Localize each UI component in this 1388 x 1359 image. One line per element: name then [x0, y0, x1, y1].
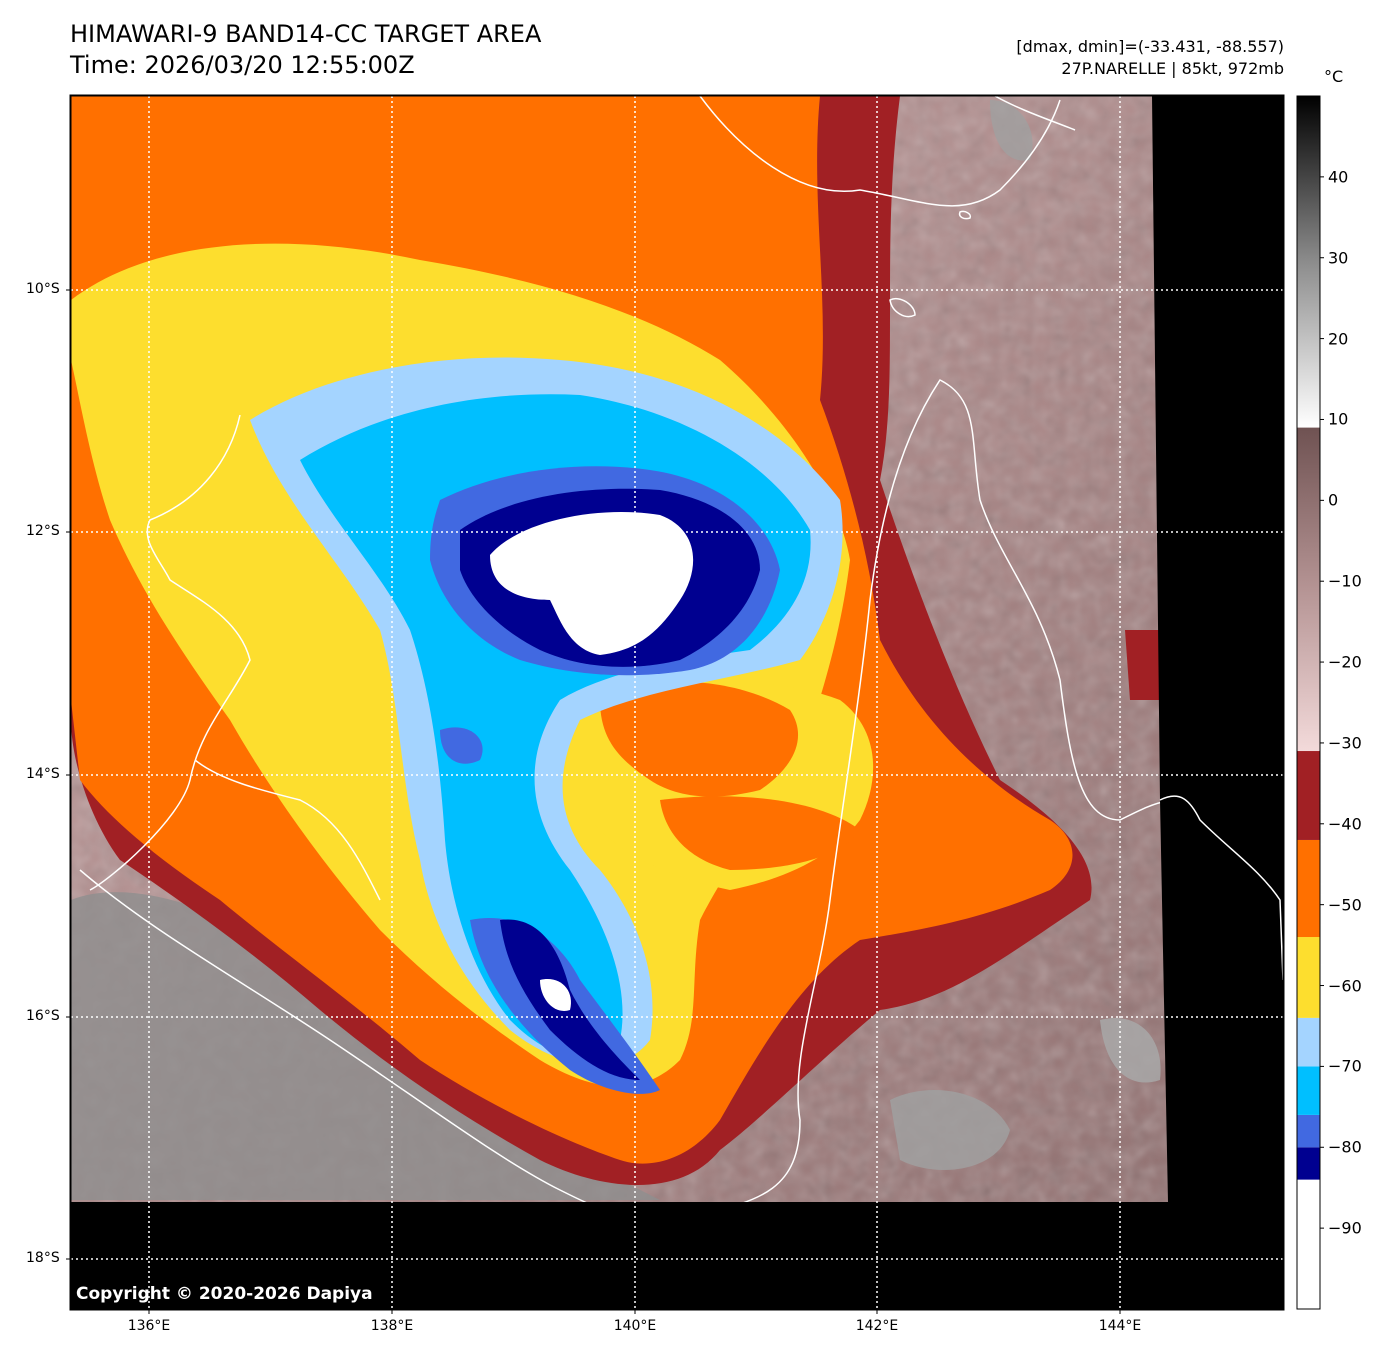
- colorbar-band: [1297, 751, 1320, 840]
- colorbar-band: [1297, 1179, 1320, 1309]
- colorbar-tick-label: −70: [1328, 1056, 1362, 1076]
- lat-label-14s: 14°S: [26, 766, 60, 782]
- lon-label-138e: 138°E: [370, 1318, 414, 1334]
- chart-time: Time: 2026/03/20 12:55:00Z: [70, 51, 415, 79]
- colorbar-tick-label: −40: [1328, 814, 1362, 834]
- colorbar-tick-label: 0: [1328, 490, 1339, 510]
- storm-info: 27P.NARELLE | 85kt, 972mb: [1061, 59, 1284, 78]
- coastline: [79, 96, 1283, 1221]
- lon-label-140e: 140°E: [613, 1318, 657, 1334]
- colorbar-tick-label: −60: [1328, 976, 1362, 996]
- graticule: [71, 96, 1283, 1309]
- lat-label-10s: 10°S: [26, 281, 60, 297]
- chart-title: HIMAWARI-9 BAND14-CC TARGET AREA: [70, 20, 542, 48]
- lat-label-12s: 12°S: [26, 523, 60, 539]
- colorbar-unit: °C: [1324, 67, 1344, 86]
- lat-label-18s: 18°S: [26, 1250, 60, 1266]
- axis-ticks: [66, 289, 1121, 1314]
- colorbar-tick-label: 10: [1328, 409, 1349, 429]
- colorbar-tick-label: −80: [1328, 1137, 1362, 1157]
- lat-label-16s: 16°S: [26, 1008, 60, 1024]
- colorbar-tick-label: −10: [1328, 571, 1362, 591]
- colorbar-band: [1297, 1066, 1320, 1115]
- colorbar-band: [1297, 1017, 1320, 1067]
- copyright-notice: Copyright © 2020-2026 Dapiya: [76, 1284, 373, 1304]
- map-frame: [69, 94, 1285, 1311]
- colorbar-band: [1297, 937, 1320, 1018]
- colorbar-tick-label: 40: [1328, 167, 1349, 187]
- colorbar-band: [1297, 1147, 1320, 1180]
- colorbar-band: [1297, 96, 1320, 428]
- colorbar-band: [1297, 1114, 1320, 1148]
- lon-label-142e: 142°E: [855, 1318, 899, 1334]
- colorbar: [1297, 96, 1324, 1309]
- colorbar-tick-label: −90: [1328, 1218, 1362, 1238]
- colorbar-tick-label: 30: [1328, 248, 1349, 268]
- colorbar-tick-label: 20: [1328, 329, 1349, 349]
- map-imagery: [71, 96, 1283, 1309]
- lon-label-136e: 136°E: [127, 1318, 171, 1334]
- colorbar-tick-label: −30: [1328, 733, 1362, 753]
- colorbar-tick-label: −50: [1328, 895, 1362, 915]
- colorbar-tick-label: −20: [1328, 652, 1362, 672]
- colorbar-frame: [1296, 95, 1321, 1310]
- colorbar-band: [1297, 427, 1320, 752]
- lon-label-144e: 144°E: [1098, 1318, 1142, 1334]
- colorbar-band: [1297, 839, 1320, 938]
- temperature-range: [dmax, dmin]=(-33.431, -88.557): [1016, 37, 1284, 56]
